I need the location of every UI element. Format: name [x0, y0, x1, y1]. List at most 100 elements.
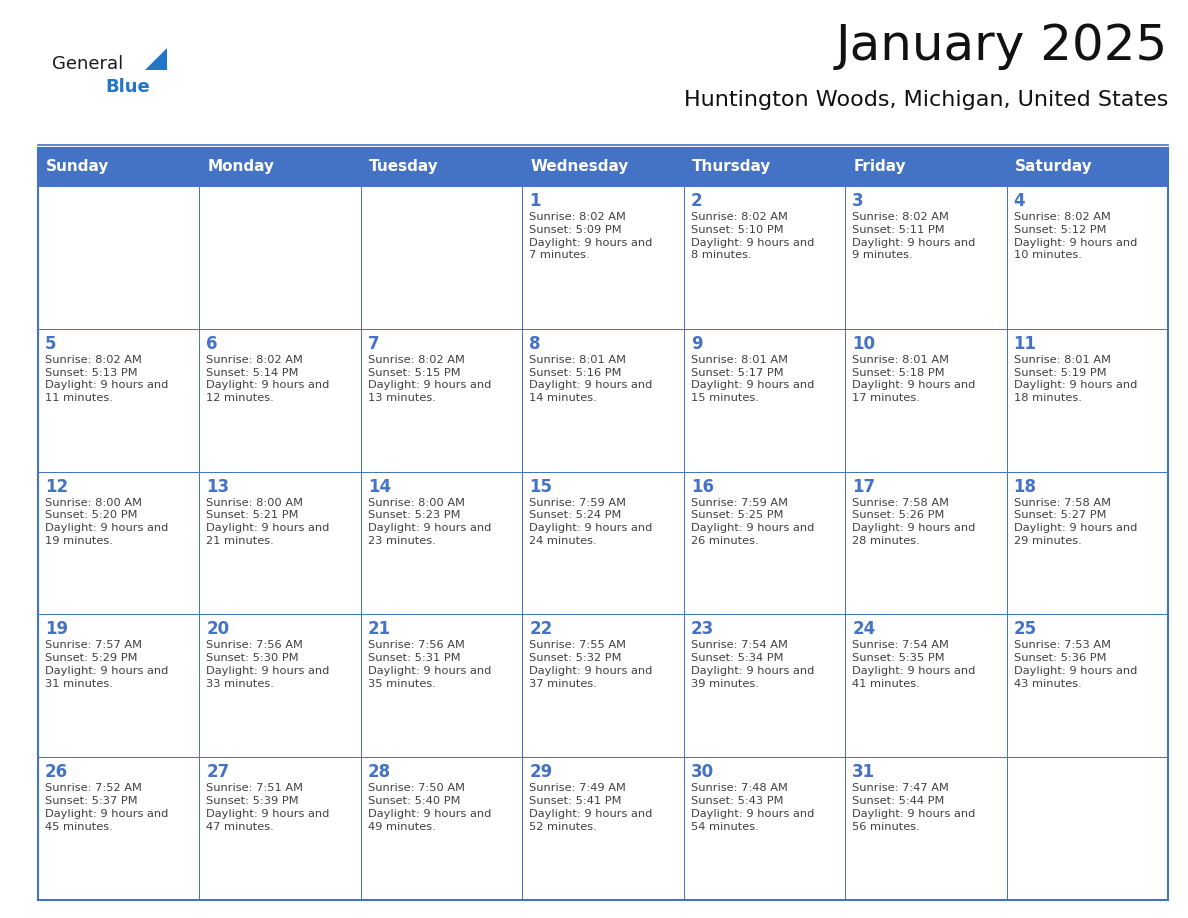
Bar: [845, 148, 1006, 186]
Text: 26: 26: [45, 763, 68, 781]
Bar: [1006, 614, 1168, 757]
Bar: [200, 186, 361, 329]
Text: 7: 7: [368, 335, 379, 353]
Text: Sunrise: 8:00 AM
Sunset: 5:23 PM
Daylight: 9 hours and
23 minutes.: Sunrise: 8:00 AM Sunset: 5:23 PM Dayligh…: [368, 498, 491, 546]
Bar: [200, 148, 361, 186]
Text: Tuesday: Tuesday: [368, 160, 438, 174]
Bar: [361, 329, 523, 472]
Bar: [523, 329, 684, 472]
Text: 3: 3: [852, 192, 864, 210]
Text: 14: 14: [368, 477, 391, 496]
Bar: [200, 614, 361, 757]
Bar: [684, 614, 845, 757]
Text: Sunrise: 7:59 AM
Sunset: 5:25 PM
Daylight: 9 hours and
26 minutes.: Sunrise: 7:59 AM Sunset: 5:25 PM Dayligh…: [690, 498, 814, 546]
Bar: [684, 186, 845, 329]
Text: 30: 30: [690, 763, 714, 781]
Bar: [845, 472, 1006, 614]
Text: Sunrise: 8:02 AM
Sunset: 5:09 PM
Daylight: 9 hours and
7 minutes.: Sunrise: 8:02 AM Sunset: 5:09 PM Dayligh…: [530, 212, 652, 261]
Bar: [845, 614, 1006, 757]
Text: 20: 20: [207, 621, 229, 638]
Bar: [523, 757, 684, 900]
Bar: [684, 148, 845, 186]
Text: Sunrise: 7:54 AM
Sunset: 5:35 PM
Daylight: 9 hours and
41 minutes.: Sunrise: 7:54 AM Sunset: 5:35 PM Dayligh…: [852, 641, 975, 688]
Text: Sunrise: 7:50 AM
Sunset: 5:40 PM
Daylight: 9 hours and
49 minutes.: Sunrise: 7:50 AM Sunset: 5:40 PM Dayligh…: [368, 783, 491, 832]
Text: January 2025: January 2025: [835, 22, 1168, 70]
Polygon shape: [145, 48, 168, 70]
Bar: [200, 757, 361, 900]
Text: 13: 13: [207, 477, 229, 496]
Text: 23: 23: [690, 621, 714, 638]
Text: 25: 25: [1013, 621, 1037, 638]
Text: Sunrise: 8:02 AM
Sunset: 5:11 PM
Daylight: 9 hours and
9 minutes.: Sunrise: 8:02 AM Sunset: 5:11 PM Dayligh…: [852, 212, 975, 261]
Bar: [38, 148, 200, 186]
Text: Sunrise: 8:00 AM
Sunset: 5:20 PM
Daylight: 9 hours and
19 minutes.: Sunrise: 8:00 AM Sunset: 5:20 PM Dayligh…: [45, 498, 169, 546]
Text: Sunrise: 7:56 AM
Sunset: 5:30 PM
Daylight: 9 hours and
33 minutes.: Sunrise: 7:56 AM Sunset: 5:30 PM Dayligh…: [207, 641, 330, 688]
Bar: [684, 757, 845, 900]
Text: Sunrise: 7:57 AM
Sunset: 5:29 PM
Daylight: 9 hours and
31 minutes.: Sunrise: 7:57 AM Sunset: 5:29 PM Dayligh…: [45, 641, 169, 688]
Text: Sunrise: 8:02 AM
Sunset: 5:12 PM
Daylight: 9 hours and
10 minutes.: Sunrise: 8:02 AM Sunset: 5:12 PM Dayligh…: [1013, 212, 1137, 261]
Text: Sunrise: 8:01 AM
Sunset: 5:18 PM
Daylight: 9 hours and
17 minutes.: Sunrise: 8:01 AM Sunset: 5:18 PM Dayligh…: [852, 354, 975, 403]
Text: 2: 2: [690, 192, 702, 210]
Text: Thursday: Thursday: [691, 160, 771, 174]
Bar: [38, 329, 200, 472]
Text: Sunrise: 7:48 AM
Sunset: 5:43 PM
Daylight: 9 hours and
54 minutes.: Sunrise: 7:48 AM Sunset: 5:43 PM Dayligh…: [690, 783, 814, 832]
Text: 11: 11: [1013, 335, 1037, 353]
Text: 22: 22: [530, 621, 552, 638]
Text: Sunrise: 8:01 AM
Sunset: 5:19 PM
Daylight: 9 hours and
18 minutes.: Sunrise: 8:01 AM Sunset: 5:19 PM Dayligh…: [1013, 354, 1137, 403]
Text: Blue: Blue: [105, 78, 150, 96]
Bar: [523, 614, 684, 757]
Bar: [38, 186, 200, 329]
Text: 19: 19: [45, 621, 68, 638]
Text: 16: 16: [690, 477, 714, 496]
Text: Friday: Friday: [853, 160, 905, 174]
Text: Sunrise: 7:49 AM
Sunset: 5:41 PM
Daylight: 9 hours and
52 minutes.: Sunrise: 7:49 AM Sunset: 5:41 PM Dayligh…: [530, 783, 652, 832]
Bar: [361, 757, 523, 900]
Text: 29: 29: [530, 763, 552, 781]
Text: Wednesday: Wednesday: [530, 160, 628, 174]
Text: Sunrise: 7:56 AM
Sunset: 5:31 PM
Daylight: 9 hours and
35 minutes.: Sunrise: 7:56 AM Sunset: 5:31 PM Dayligh…: [368, 641, 491, 688]
Bar: [38, 757, 200, 900]
Text: 17: 17: [852, 477, 876, 496]
Text: Sunrise: 8:02 AM
Sunset: 5:10 PM
Daylight: 9 hours and
8 minutes.: Sunrise: 8:02 AM Sunset: 5:10 PM Dayligh…: [690, 212, 814, 261]
Bar: [361, 186, 523, 329]
Text: 8: 8: [530, 335, 541, 353]
Bar: [845, 757, 1006, 900]
Text: Sunrise: 7:47 AM
Sunset: 5:44 PM
Daylight: 9 hours and
56 minutes.: Sunrise: 7:47 AM Sunset: 5:44 PM Dayligh…: [852, 783, 975, 832]
Bar: [361, 472, 523, 614]
Bar: [200, 329, 361, 472]
Text: Sunrise: 8:02 AM
Sunset: 5:14 PM
Daylight: 9 hours and
12 minutes.: Sunrise: 8:02 AM Sunset: 5:14 PM Dayligh…: [207, 354, 330, 403]
Text: Sunrise: 7:51 AM
Sunset: 5:39 PM
Daylight: 9 hours and
47 minutes.: Sunrise: 7:51 AM Sunset: 5:39 PM Dayligh…: [207, 783, 330, 832]
Bar: [1006, 148, 1168, 186]
Bar: [361, 614, 523, 757]
Text: Sunrise: 8:02 AM
Sunset: 5:15 PM
Daylight: 9 hours and
13 minutes.: Sunrise: 8:02 AM Sunset: 5:15 PM Dayligh…: [368, 354, 491, 403]
Bar: [523, 472, 684, 614]
Text: 15: 15: [530, 477, 552, 496]
Text: Sunrise: 8:00 AM
Sunset: 5:21 PM
Daylight: 9 hours and
21 minutes.: Sunrise: 8:00 AM Sunset: 5:21 PM Dayligh…: [207, 498, 330, 546]
Text: Sunrise: 7:53 AM
Sunset: 5:36 PM
Daylight: 9 hours and
43 minutes.: Sunrise: 7:53 AM Sunset: 5:36 PM Dayligh…: [1013, 641, 1137, 688]
Bar: [1006, 472, 1168, 614]
Bar: [684, 329, 845, 472]
Bar: [361, 148, 523, 186]
Text: 9: 9: [690, 335, 702, 353]
Text: 12: 12: [45, 477, 68, 496]
Bar: [200, 472, 361, 614]
Text: 28: 28: [368, 763, 391, 781]
Bar: [1006, 186, 1168, 329]
Bar: [523, 186, 684, 329]
Bar: [845, 329, 1006, 472]
Text: Sunrise: 7:54 AM
Sunset: 5:34 PM
Daylight: 9 hours and
39 minutes.: Sunrise: 7:54 AM Sunset: 5:34 PM Dayligh…: [690, 641, 814, 688]
Text: 5: 5: [45, 335, 57, 353]
Text: 31: 31: [852, 763, 876, 781]
Text: Sunrise: 7:52 AM
Sunset: 5:37 PM
Daylight: 9 hours and
45 minutes.: Sunrise: 7:52 AM Sunset: 5:37 PM Dayligh…: [45, 783, 169, 832]
Text: Monday: Monday: [208, 160, 274, 174]
Text: 6: 6: [207, 335, 217, 353]
Text: 21: 21: [368, 621, 391, 638]
Text: Sunrise: 7:55 AM
Sunset: 5:32 PM
Daylight: 9 hours and
37 minutes.: Sunrise: 7:55 AM Sunset: 5:32 PM Dayligh…: [530, 641, 652, 688]
Text: 10: 10: [852, 335, 876, 353]
Text: Sunrise: 7:58 AM
Sunset: 5:27 PM
Daylight: 9 hours and
29 minutes.: Sunrise: 7:58 AM Sunset: 5:27 PM Dayligh…: [1013, 498, 1137, 546]
Bar: [845, 186, 1006, 329]
Text: 1: 1: [530, 192, 541, 210]
Text: General: General: [52, 55, 124, 73]
Text: 27: 27: [207, 763, 229, 781]
Bar: [38, 472, 200, 614]
